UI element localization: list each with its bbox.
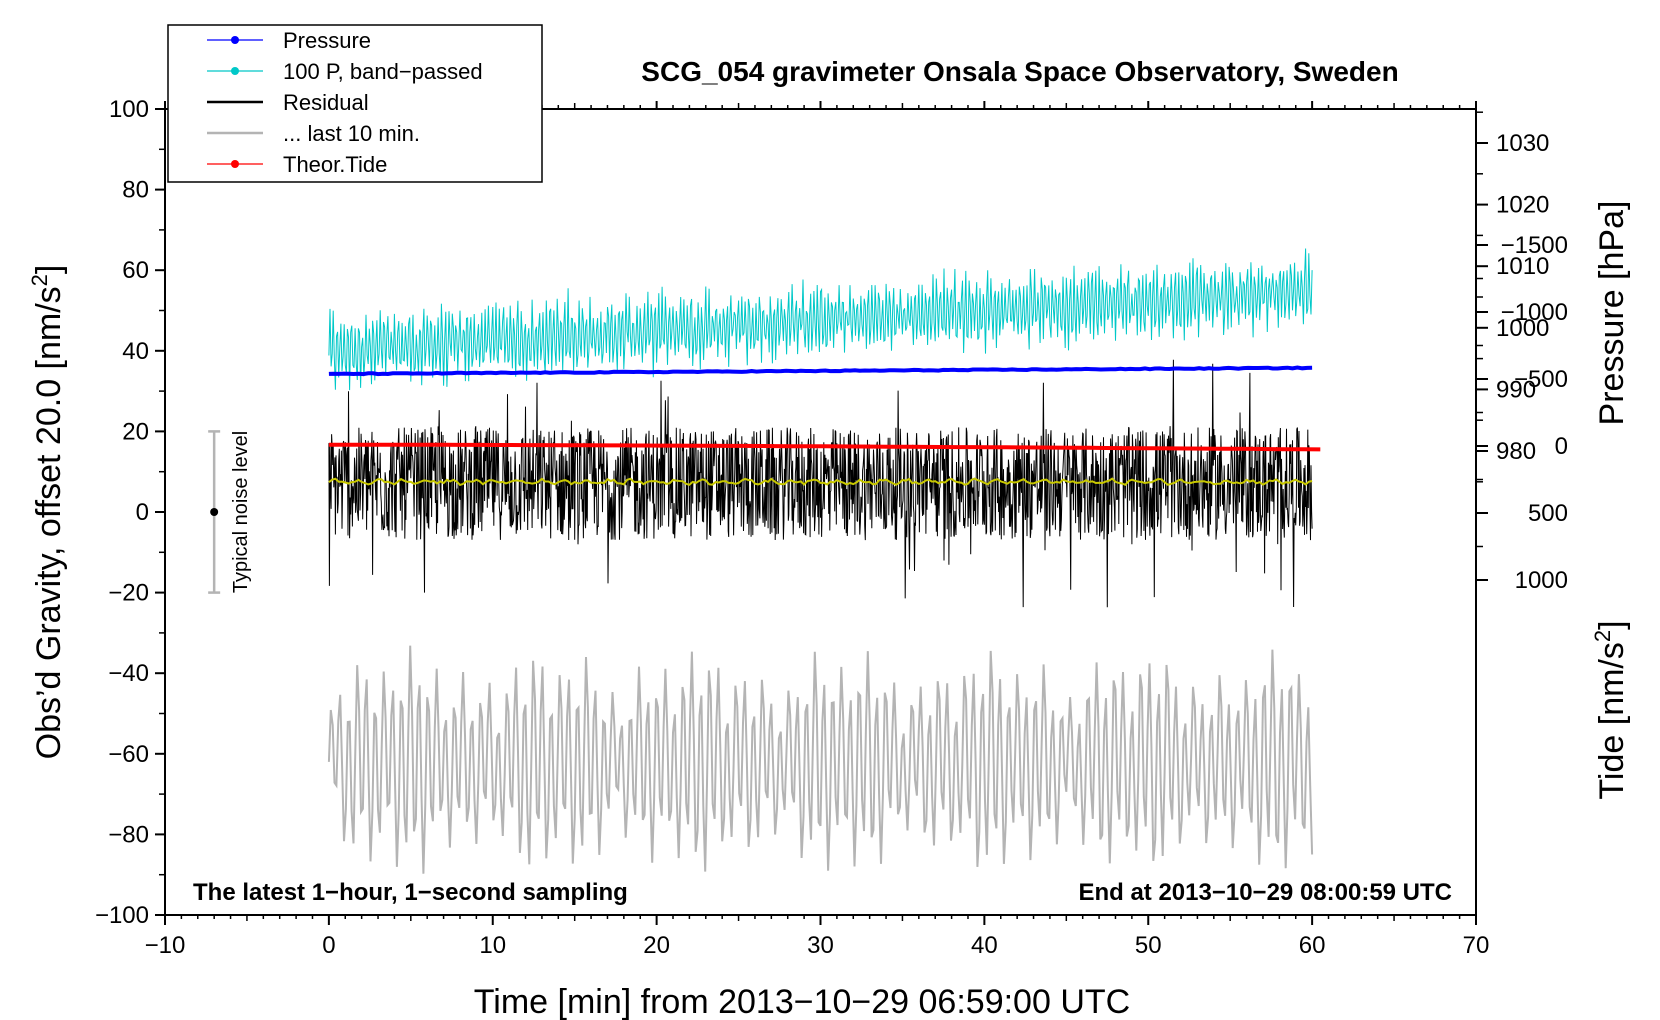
x-tick-label: 20 — [643, 932, 670, 959]
legend-box — [167, 24, 543, 183]
x-tick-label: 60 — [1299, 932, 1326, 959]
pressure-tick-label: 1030 — [1496, 130, 1549, 157]
legend: Pressure 100 P, band−passed Residual ... la… — [167, 24, 543, 183]
y-tick-label: 80 — [122, 177, 149, 204]
noise-bar-label: Typical noise level — [230, 431, 252, 593]
x-tick-label: 40 — [971, 932, 998, 959]
pressure-tick-label: 980 — [1496, 438, 1536, 465]
series-pressure — [328, 365, 1313, 377]
y-axis-label-tide: Tide [nm/s2] — [1590, 620, 1631, 799]
y-axis-label-pressure: Pressure [hPa] — [1593, 201, 1631, 426]
y-tick-label: −80 — [108, 821, 149, 848]
x-tick-label: 0 — [322, 932, 335, 959]
y-tick-label: 100 — [109, 96, 149, 123]
series-theor-tide — [328, 442, 1321, 452]
y-axis-label-main-sup: 2 — [27, 274, 52, 286]
y-tick-label: −60 — [108, 741, 149, 768]
y-tick-label: −40 — [108, 660, 149, 687]
y-axis-label-main-text: Obs’d Gravity, offset 20.0 — [30, 379, 68, 759]
x-tick-label: −10 — [145, 932, 186, 959]
series-residual — [328, 359, 1313, 608]
x-tick-label: 70 — [1463, 932, 1490, 959]
y-tick-label: −20 — [108, 580, 149, 607]
y-tick-label: 20 — [122, 418, 149, 445]
legend-label: Theor.Tide — [283, 152, 387, 177]
y-axis-label-main: Obs’d Gravity, offset 20.0 [nm/s2] — [27, 265, 68, 760]
x-axis-label: Time [min] from 2013−10−29 06:59:00 UTC — [474, 983, 1130, 1020]
pressure-tick-label: 990 — [1496, 376, 1536, 403]
legend-items: Pressure 100 P, band−passed Residual ... la… — [207, 28, 483, 177]
y-axis-label-tide-close: ] — [1593, 620, 1631, 629]
legend-label: 100 P, band−passed — [283, 59, 483, 84]
tide-tick-label: −1500 — [1501, 232, 1568, 259]
legend-marker — [231, 160, 239, 168]
y-tick-label: 60 — [122, 257, 149, 284]
y-tick-label: 0 — [136, 499, 149, 526]
tide-tick-label: −500 — [1514, 366, 1568, 393]
pressure-tick-label: 1000 — [1496, 315, 1549, 342]
tide-tick-label: 500 — [1528, 500, 1568, 527]
pressure-tick-label: 1010 — [1496, 253, 1549, 280]
y-axis-label-main-close: ] — [30, 265, 68, 274]
legend-label: Residual — [283, 90, 369, 115]
y-axis-label-main-unit: [nm/s — [30, 286, 68, 369]
series-last-10-min — [327, 645, 1314, 874]
annotation-end-time: End at 2013−10−29 08:00:59 UTC — [1078, 879, 1452, 906]
x-tick-label: 10 — [479, 932, 506, 959]
y-axis-label-tide-sup: 2 — [1590, 630, 1615, 642]
tide-tick-label: −1000 — [1501, 299, 1568, 326]
x-tick-label: 50 — [1135, 932, 1162, 959]
series-layer — [327, 248, 1321, 874]
series-residual-smoothed — [328, 477, 1313, 487]
annotation-sampling: The latest 1−hour, 1−second sampling — [193, 879, 628, 906]
legend-marker — [231, 67, 239, 75]
noise-level-indicator: Typical noise level — [208, 430, 252, 594]
noise-bar-center-dot — [210, 508, 219, 516]
y-axis-label-tide-text: Tide [nm/s — [1593, 642, 1631, 799]
axes-layer: −10 0 10 20 30 40 50 60 70100806040200−20−40−60−… — [95, 96, 1568, 959]
tide-tick-label: 0 — [1555, 433, 1568, 460]
legend-label: Pressure — [283, 28, 371, 53]
pressure-tick-label: 1020 — [1496, 192, 1549, 219]
chart-title: SCG_054 gravimeter Onsala Space Observat… — [641, 56, 1398, 87]
y-tick-label: 40 — [122, 338, 149, 365]
x-tick-label: 30 — [807, 932, 834, 959]
legend-label: ... last 10 min. — [283, 121, 420, 146]
series-bandpassed-pressure — [328, 248, 1313, 391]
tide-tick-label: 1000 — [1515, 567, 1568, 594]
legend-marker — [231, 36, 239, 44]
y-tick-label: −100 — [95, 902, 149, 929]
